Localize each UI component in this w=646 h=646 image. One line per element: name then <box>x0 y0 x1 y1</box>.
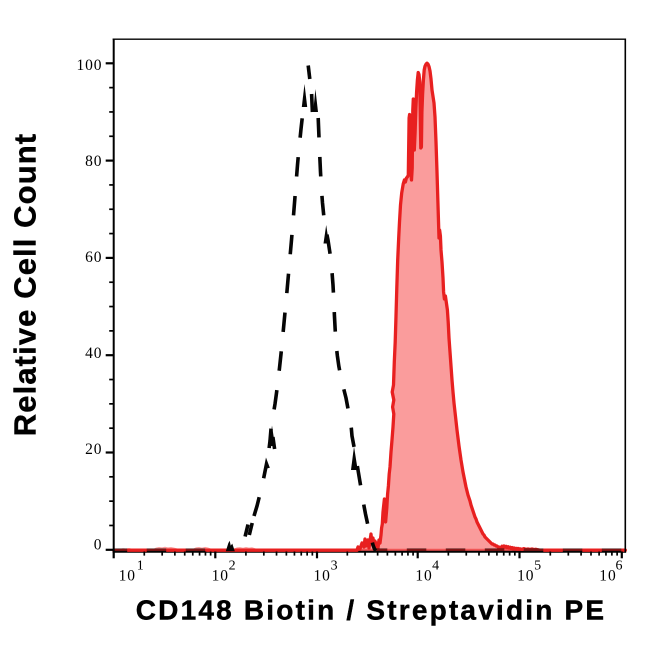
svg-text:10: 10 <box>212 568 229 585</box>
svg-text:40: 40 <box>85 345 102 362</box>
svg-text:10: 10 <box>415 568 432 585</box>
svg-text:10: 10 <box>119 568 136 585</box>
svg-text:4: 4 <box>432 559 439 574</box>
svg-text:60: 60 <box>85 249 102 266</box>
svg-text:80: 80 <box>85 153 102 170</box>
svg-text:1: 1 <box>137 559 144 574</box>
svg-text:10: 10 <box>599 568 616 585</box>
svg-text:CD148 Biotin / Streptavidin PE: CD148 Biotin / Streptavidin PE <box>136 594 607 625</box>
svg-text:100: 100 <box>76 57 102 74</box>
svg-text:0: 0 <box>94 537 103 554</box>
svg-text:5: 5 <box>534 559 541 574</box>
svg-text:10: 10 <box>517 568 534 585</box>
svg-text:3: 3 <box>331 559 338 574</box>
svg-text:10: 10 <box>314 568 331 585</box>
svg-text:6: 6 <box>616 559 623 574</box>
svg-text:20: 20 <box>85 441 102 458</box>
svg-text:Relative Cell Count: Relative Cell Count <box>8 133 43 436</box>
svg-text:2: 2 <box>229 559 236 574</box>
